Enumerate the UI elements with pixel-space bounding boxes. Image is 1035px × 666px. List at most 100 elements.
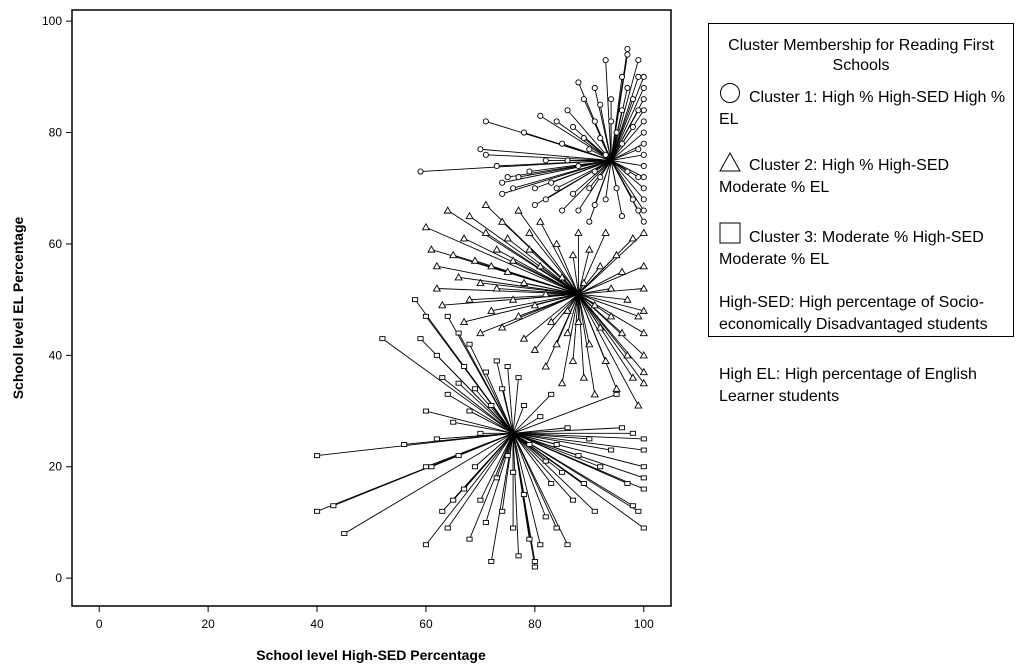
cluster-3-spoke	[512, 432, 644, 468]
cluster-1-point	[640, 129, 647, 136]
cluster-2-point	[514, 312, 523, 320]
cluster-3-point	[564, 425, 571, 431]
cluster-2-point	[465, 295, 474, 303]
cluster-3-point	[433, 436, 440, 442]
cluster-2-point	[432, 261, 442, 270]
cluster-3-point	[379, 336, 386, 342]
cluster-1-spoke	[594, 160, 612, 206]
cluster-1-point	[417, 168, 424, 175]
cluster-2-point	[563, 306, 572, 314]
cluster-2-point	[438, 300, 447, 309]
cluster-1-point	[559, 207, 566, 214]
cluster-2-spoke	[469, 293, 579, 301]
cluster-3-point	[439, 508, 446, 514]
cluster-3-spoke	[513, 427, 623, 434]
cluster-3-spoke	[513, 432, 612, 451]
cluster-2-point	[639, 351, 648, 359]
cluster-3-spoke	[404, 432, 514, 445]
cluster-2-point	[432, 284, 442, 292]
cluster-2-spoke	[578, 293, 645, 356]
cluster-3-point	[461, 486, 468, 492]
cluster-1-point	[510, 185, 517, 192]
cluster-2-spoke	[578, 293, 639, 317]
cluster-3-point	[629, 430, 636, 436]
cluster-2-point	[508, 256, 518, 264]
cluster-2-point	[617, 267, 627, 275]
cluster-2-point	[634, 312, 643, 320]
cluster-1-spoke	[611, 159, 644, 167]
cluster-1-point	[618, 140, 626, 147]
cluster-1-point	[624, 84, 631, 92]
cluster-3-point	[444, 391, 451, 397]
cluster-3-point	[455, 453, 462, 459]
cluster-3-point	[499, 508, 506, 514]
cluster-2-point	[465, 211, 474, 220]
cluster-3-spoke	[513, 432, 644, 451]
cluster-2-point	[470, 256, 480, 264]
cluster-1-point	[542, 157, 549, 164]
cluster-2-point	[606, 312, 616, 320]
cluster-1-spoke	[578, 159, 612, 167]
cluster-3-spoke	[512, 405, 525, 434]
cluster-3-point	[542, 458, 549, 464]
cluster-1-point	[591, 118, 598, 125]
cluster-2-spoke	[512, 260, 579, 295]
cluster-2-point	[530, 345, 540, 353]
cluster-1-spoke	[561, 160, 612, 211]
data-markers	[313, 45, 648, 570]
cluster-2-spoke	[578, 293, 628, 301]
cluster-3-spoke	[507, 433, 514, 456]
cluster-2-spoke	[529, 249, 579, 295]
cluster-3-spoke	[512, 416, 541, 434]
cluster-2-point	[574, 228, 583, 236]
cluster-1-point	[629, 96, 636, 103]
cluster-2-point	[639, 367, 648, 376]
cluster-1-point	[640, 207, 647, 214]
cluster-1-spoke	[512, 159, 612, 189]
cluster-3-spoke	[501, 388, 514, 434]
cluster-2-spoke	[578, 232, 645, 295]
cluster-2-point	[525, 245, 534, 253]
cluster-1-point	[608, 118, 615, 125]
cluster-2-point	[443, 206, 452, 214]
cluster-3-point	[341, 531, 348, 537]
cluster-1-point	[537, 112, 544, 119]
cluster-1-point	[602, 196, 609, 203]
cluster-3-point	[537, 414, 544, 420]
cluster-3-point	[471, 386, 479, 392]
cluster-1-spoke	[496, 159, 612, 167]
cluster-2-spoke	[458, 276, 579, 295]
cluster-3-point	[422, 408, 430, 414]
cluster-2-point	[492, 245, 501, 253]
cluster-1-spoke	[610, 87, 645, 161]
cluster-1-point	[564, 107, 571, 114]
cluster-3-point	[640, 475, 647, 481]
cluster-3-spoke	[512, 433, 547, 518]
cluster-3-point	[504, 453, 511, 459]
cluster-1-point	[569, 190, 577, 197]
cluster-2-spoke	[578, 293, 645, 373]
cluster-3-spoke	[469, 410, 514, 434]
cluster-3-spoke	[490, 433, 514, 562]
cluster-3-point	[580, 481, 587, 486]
cluster-1-spoke	[545, 160, 612, 200]
cluster-3-point	[444, 525, 451, 531]
cluster-1-point	[640, 185, 647, 192]
cluster-2-spoke	[529, 232, 579, 295]
cluster-3-spoke	[425, 410, 514, 434]
cluster-3-point	[471, 464, 479, 470]
cluster-3-spoke	[512, 377, 519, 434]
cluster-1-point	[526, 168, 533, 175]
cluster-3-point	[493, 358, 500, 364]
cluster-3-point	[412, 297, 419, 303]
y-tick-label: 60	[49, 237, 63, 251]
cluster-2-spoke	[502, 293, 579, 328]
cluster-2-point	[612, 384, 621, 392]
cluster-3-point	[488, 403, 495, 408]
cluster-1-point	[591, 84, 598, 92]
cluster-1-point	[640, 151, 647, 158]
cluster-1-point	[482, 118, 489, 125]
legend-note-sed: High-SED: High percentage of Socio-econo…	[719, 294, 988, 333]
cluster-3-spoke	[474, 432, 514, 468]
cluster-3-point	[640, 464, 647, 470]
